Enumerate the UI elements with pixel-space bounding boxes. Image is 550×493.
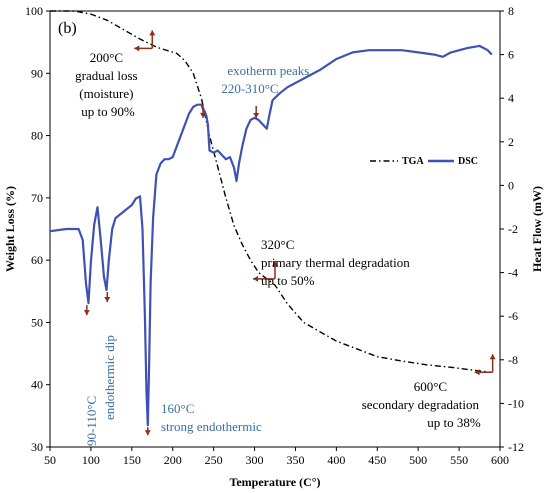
annotation-exotherm: exotherm peaks 220-310°C [221, 63, 312, 96]
annotation-endothermic-dip: 90-110°C endothermic dip [84, 335, 117, 446]
arrow-600c-up-head [489, 354, 496, 360]
y-axis-right: -12 -10 -8 -6 -4 -2 0 2 4 6 8 [500, 4, 524, 454]
y-right-tick-label: -10 [508, 396, 524, 410]
x-tick-label: 550 [450, 453, 468, 467]
series-tga-line [50, 10, 492, 373]
arrow-200c-left-head [134, 45, 140, 52]
y-right-tick-label: -6 [508, 309, 518, 323]
y-right-tick-label: 2 [508, 135, 514, 149]
x-tick-label: 50 [44, 453, 56, 467]
arrow-dip-169-down-head [144, 430, 151, 436]
x-axis-title: Temperature (C°) [229, 475, 320, 489]
svg-text:160°C strong endothermic: 160°C strong endothermic [161, 401, 262, 434]
annotation-endo-dip-line2: endothermic dip [102, 335, 117, 420]
arrow-exo-2-down-head [253, 113, 260, 118]
annotation-600c: 600°C secondary degradation up to 38% [362, 379, 483, 430]
legend: TGA DSC [370, 156, 478, 167]
annotation-320c-line1: 320°C [261, 237, 294, 252]
annotation-320c: 320°C primary thermal degradation up to … [261, 237, 413, 288]
arrow-600c-left-head [474, 369, 480, 376]
arrow-dip-95-down-head [83, 310, 90, 316]
arrow-320c-left-head [253, 275, 258, 282]
annotation-exotherm-line1: exotherm peaks [227, 63, 309, 78]
y-left-tick-label: 100 [25, 4, 43, 18]
y-right-tick-label: 0 [508, 178, 514, 192]
annotation-exotherm-line2: 220-310°C [221, 81, 278, 96]
annotation-arrows [83, 30, 496, 436]
y-right-tick-label: -4 [508, 266, 518, 280]
y-left-tick-label: 90 [31, 66, 43, 80]
y-right-tick-label: 6 [508, 48, 514, 62]
svg-text:600°C secondary degradat: 600°C secondary degradation up to 38% [362, 379, 483, 430]
annotation-600c-line2: secondary degradation [362, 397, 480, 412]
annotation-200c: 200°C gradual loss (moisture) up to 90% [75, 50, 141, 119]
y-axis-left-title: Weight Loss (%) [3, 186, 17, 272]
y-left-tick-label: 40 [31, 378, 43, 392]
annotation-200c-line3: (moisture) [79, 86, 133, 101]
arrow-320c-up-head [272, 260, 278, 266]
y-axis-right-title: Heat Flow (mW) [530, 186, 544, 272]
panel-label: (b) [58, 20, 77, 37]
annotation-600c-line1: 600°C [414, 379, 447, 394]
svg-text:200°C gradual loss: 200°C gradual loss (moisture) up to 90% [75, 50, 141, 119]
annotation-200c-line4: up to 90% [81, 104, 135, 119]
x-tick-label: 300 [246, 453, 264, 467]
y-right-tick-label: -2 [508, 222, 518, 236]
x-tick-label: 400 [327, 453, 345, 467]
legend-dsc-label: DSC [458, 156, 478, 167]
y-right-tick-label: 8 [508, 4, 514, 18]
x-tick-label: 200 [164, 453, 182, 467]
x-tick-label: 450 [368, 453, 386, 467]
annotation-160c: 160°C strong endothermic [161, 401, 262, 434]
y-left-tick-label: 80 [31, 129, 43, 143]
svg-text:90-110°C endothermic dip: 90-110°C endothermic dip [84, 335, 117, 446]
annotation-endo-dip-line1: 90-110°C [84, 396, 99, 446]
y-left-tick-label: 60 [31, 253, 43, 267]
annotation-200c-line2: gradual loss [75, 68, 137, 83]
y-left-tick-label: 30 [31, 440, 43, 454]
annotation-200c-line1: 200°C [90, 50, 123, 65]
y-right-tick-label: -12 [508, 440, 524, 454]
x-tick-label: 500 [409, 453, 427, 467]
arrow-exo-1-down-head [200, 112, 206, 118]
annotation-160c-line2: strong endothermic [161, 419, 262, 434]
x-tick-label: 250 [205, 453, 223, 467]
x-tick-label: 600 [491, 453, 509, 467]
annotation-320c-line3: up to 50% [261, 273, 315, 288]
x-axis: 50 100 150 200 250 300 350 400 450 500 550 600 [44, 447, 509, 467]
arrow-dip-120-down-head [104, 297, 111, 303]
y-right-tick-label: -8 [508, 353, 518, 367]
x-tick-label: 150 [123, 453, 141, 467]
svg-text:320°C primary thermal de: 320°C primary thermal degradation up to … [261, 237, 413, 288]
annotation-320c-line2: primary thermal degradation [261, 255, 410, 270]
y-axis-left: 30 40 50 60 70 80 90 100 [25, 4, 50, 454]
x-tick-label: 100 [82, 453, 100, 467]
annotation-600c-line3: up to 38% [427, 415, 481, 430]
y-left-tick-label: 50 [31, 315, 43, 329]
y-right-tick-label: 4 [508, 91, 514, 105]
y-left-tick-label: 70 [31, 191, 43, 205]
legend-tga-label: TGA [402, 156, 424, 167]
svg-text:exotherm peaks 220-310°C: exotherm peaks 220-310°C [221, 63, 312, 96]
x-tick-label: 350 [286, 453, 304, 467]
annotation-160c-line1: 160°C [161, 401, 194, 416]
arrow-200c-up-head [149, 30, 156, 36]
